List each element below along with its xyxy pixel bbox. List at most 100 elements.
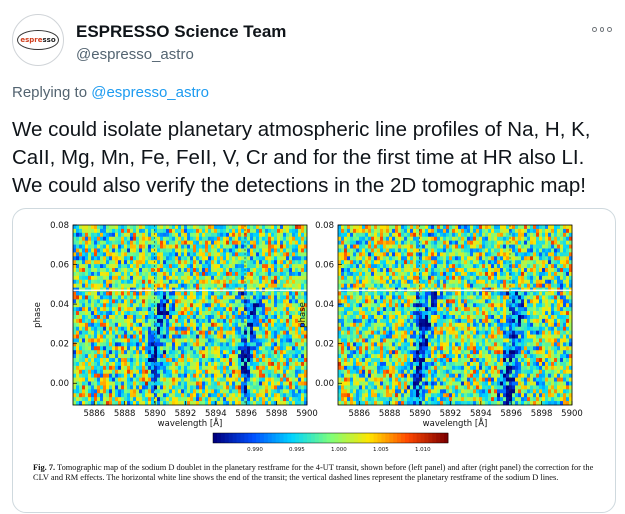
heatmap-cell (109, 299, 113, 304)
heatmap-cell (259, 311, 263, 316)
author-avatar[interactable]: espre sso (12, 14, 64, 66)
heatmap-cell (368, 236, 372, 241)
heatmap-cell (154, 315, 158, 320)
y-tick-label: 0.02 (50, 340, 69, 350)
heatmap-cell (253, 225, 257, 230)
heatmap-cell (142, 271, 146, 277)
heatmap-cell (211, 377, 215, 382)
heatmap-cell (383, 291, 387, 296)
heatmap-cell (163, 303, 167, 308)
heatmap-cell (262, 264, 266, 269)
heatmap-cell (250, 401, 254, 406)
heatmap-cell (139, 275, 143, 281)
heatmap-cell (286, 256, 290, 261)
heatmap-cell (464, 225, 468, 230)
heatmap-cell (476, 268, 480, 273)
heatmap-cell (172, 365, 176, 371)
heatmap-cell (235, 354, 239, 359)
heatmap-cell (253, 365, 257, 371)
heatmap-cell (184, 330, 188, 335)
heatmap-cell (112, 338, 116, 343)
heatmap-cell (217, 365, 221, 371)
heatmap-cell (124, 326, 128, 331)
tweet-media-image[interactable]: 5886 5888 5890 5892 5894 5896 5898 5900 0.00 0.02… (12, 208, 616, 513)
heatmap-cell (226, 283, 230, 288)
heatmap-cell (202, 295, 206, 300)
heatmap-cell (232, 354, 236, 359)
heatmap-cell (259, 315, 263, 320)
heatmap-cell (166, 252, 170, 257)
heatmap-cell (124, 271, 128, 277)
heatmap-cell (163, 236, 167, 241)
heatmap-cell (196, 232, 200, 238)
heatmap-cell (226, 393, 230, 398)
heatmap-cell (202, 393, 206, 398)
heatmap-cell (452, 252, 456, 257)
heatmap-cell (410, 268, 414, 273)
heatmap-cell (398, 225, 402, 230)
heatmap-cell (241, 354, 245, 359)
heatmap-cell (184, 381, 188, 386)
heatmap-cell (410, 279, 414, 284)
heatmap-cell (190, 299, 194, 304)
more-options-icon[interactable] (592, 24, 613, 34)
heatmap-cell (214, 279, 218, 284)
heatmap-cell (109, 381, 113, 386)
heatmap-cell (172, 338, 176, 343)
reply-target-link[interactable]: @espresso_astro (91, 84, 209, 101)
heatmap-cell (202, 354, 206, 359)
heatmap-cell (548, 244, 552, 249)
heatmap-cell (533, 228, 537, 234)
heatmap-cell (253, 401, 257, 406)
heatmap-cell (377, 225, 381, 230)
heatmap-cell (398, 268, 402, 273)
heatmap-cell (229, 342, 233, 347)
heatmap-cell (265, 346, 269, 351)
heatmap-cell (473, 279, 477, 284)
heatmap-cell (91, 236, 95, 241)
heatmap-cell (286, 225, 290, 230)
heatmap-cell (109, 365, 113, 371)
heatmap-cell (127, 240, 131, 245)
heatmap-cell (274, 299, 278, 304)
heatmap-cell (283, 291, 287, 296)
heatmap-cell (244, 244, 248, 249)
heatmap-cell (217, 393, 221, 398)
heatmap-cell (289, 334, 293, 339)
heatmap-cell (148, 299, 152, 304)
heatmap-cell (247, 232, 251, 238)
heatmap-cell (130, 361, 134, 367)
heatmap-cell (464, 236, 468, 241)
heatmap-cell (196, 311, 200, 316)
heatmap-cell (181, 334, 185, 339)
heatmap-cell (172, 358, 176, 363)
heatmap-cell (446, 244, 450, 249)
heatmap-cell (157, 228, 161, 234)
heatmap-cell (211, 283, 215, 288)
heatmap-cell (85, 318, 89, 324)
heatmap-cell (109, 252, 113, 257)
heatmap-cell (91, 252, 95, 257)
heatmap-cell (539, 264, 543, 269)
author-name[interactable]: ESPRESSO Science Team (76, 22, 287, 41)
heatmap-cell (172, 377, 176, 382)
heatmap-cell (413, 268, 417, 273)
heatmap-cell (292, 358, 296, 363)
heatmap-cell (145, 275, 149, 281)
heatmap-cell (259, 322, 263, 328)
heatmap-cell (554, 240, 558, 245)
heatmap-cell (205, 315, 209, 320)
heatmap-cell (202, 236, 206, 241)
heatmap-cell (304, 311, 308, 316)
heatmap-cell (154, 299, 158, 304)
heatmap-cell (253, 248, 257, 253)
author-handle[interactable]: @espresso_astro (76, 46, 194, 63)
heatmap-cell (527, 260, 531, 265)
heatmap-cell (193, 283, 197, 288)
heatmap-cell (175, 354, 179, 359)
heatmap-cell (124, 295, 128, 300)
heatmap-cell (509, 236, 513, 241)
heatmap-cell (103, 279, 107, 284)
heatmap-cell (175, 381, 179, 386)
heatmap-cell (374, 275, 378, 281)
